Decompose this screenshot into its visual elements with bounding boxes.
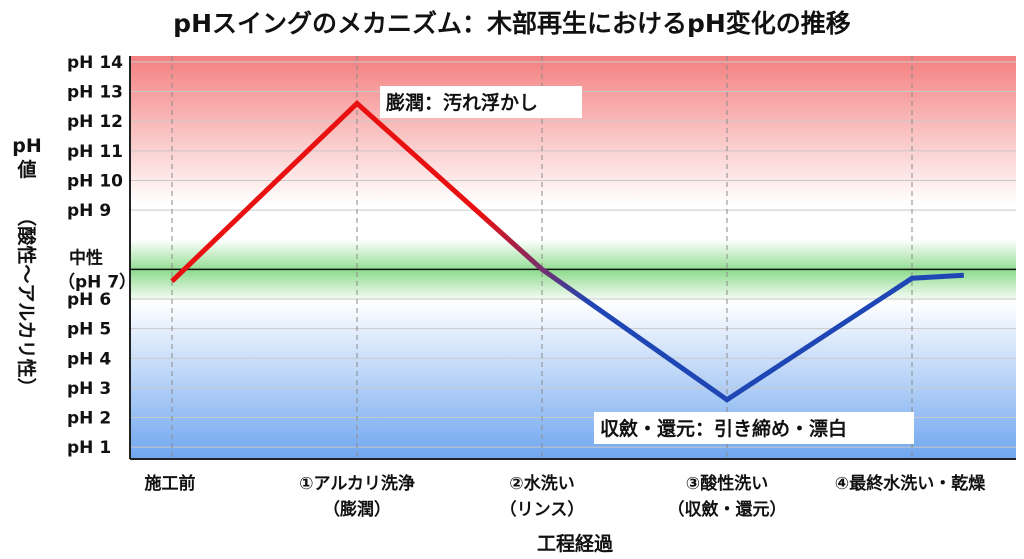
y-tick-label: pH 6 (67, 290, 111, 310)
y-tick-label: pH 1 (67, 438, 111, 458)
series (170, 100, 964, 403)
annotation-label: 収斂・還元：引き締め・漂白 (600, 417, 847, 440)
y-tick-label: pH 2 (67, 409, 111, 429)
x-tick-label: ①アルカリ洗浄 (299, 473, 415, 494)
y-tick-labels: pH 14 pH 13 pH 12 pH 11 pH 10 pH 9 pH 6 pH 5 pH … (58, 53, 136, 458)
x-axis-label: 工程経過 (537, 532, 614, 555)
ph-series-line (170, 100, 964, 403)
y-tick-label: pH 4 (67, 349, 111, 369)
x-tick-label: ③酸性洗い (686, 473, 768, 494)
alkaline-band (130, 56, 1016, 205)
grid (130, 56, 1016, 459)
y-axis-label: pH 値 （酸性〜アルカリ性） (12, 135, 42, 397)
x-tick-label: ②水洗い (509, 473, 574, 494)
x-tick-sublabel: （リンス） (500, 499, 585, 520)
x-tick-label: 施工前 (145, 473, 196, 494)
neutral-ph-label: （pH 7） (58, 271, 136, 292)
axes (129, 56, 1016, 460)
y-tick-label: pH 9 (67, 201, 111, 221)
annotation-label: 膨潤：汚れ浮かし (385, 91, 538, 114)
y-tick-label: pH 14 (67, 53, 123, 73)
y-tick-label: pH 10 (67, 171, 123, 191)
x-tick-label: ④最終水洗い・乾燥 (835, 473, 986, 494)
y-tick-label: pH 5 (67, 320, 111, 340)
annotation-box (594, 412, 914, 444)
neutral-label: 中性 (69, 247, 103, 268)
y-tick-label: pH 13 (67, 83, 123, 103)
x-tick-labels: 施工前 ①アルカリ洗浄 （膨潤） ②水洗い （リンス） ③酸性洗い （収斂・還元） ④最終水洗… (145, 473, 987, 520)
x-tick-sublabel: （膨潤） (323, 499, 391, 520)
x-tick-sublabel: （収斂・還元） (668, 499, 787, 520)
annotation-box (380, 86, 582, 118)
y-axis-label-value: 値 (16, 159, 36, 181)
y-tick-label: pH 11 (67, 142, 123, 162)
y-axis-label-ph: pH (12, 135, 42, 157)
y-tick-label: pH 3 (67, 379, 111, 399)
y-tick-label: pH 12 (67, 112, 123, 132)
y-axis-label-range: （酸性〜アルカリ性） (15, 207, 38, 396)
chart-title: pHスイングのメカニズム：木部再生におけるpH変化の推移 (173, 9, 851, 38)
